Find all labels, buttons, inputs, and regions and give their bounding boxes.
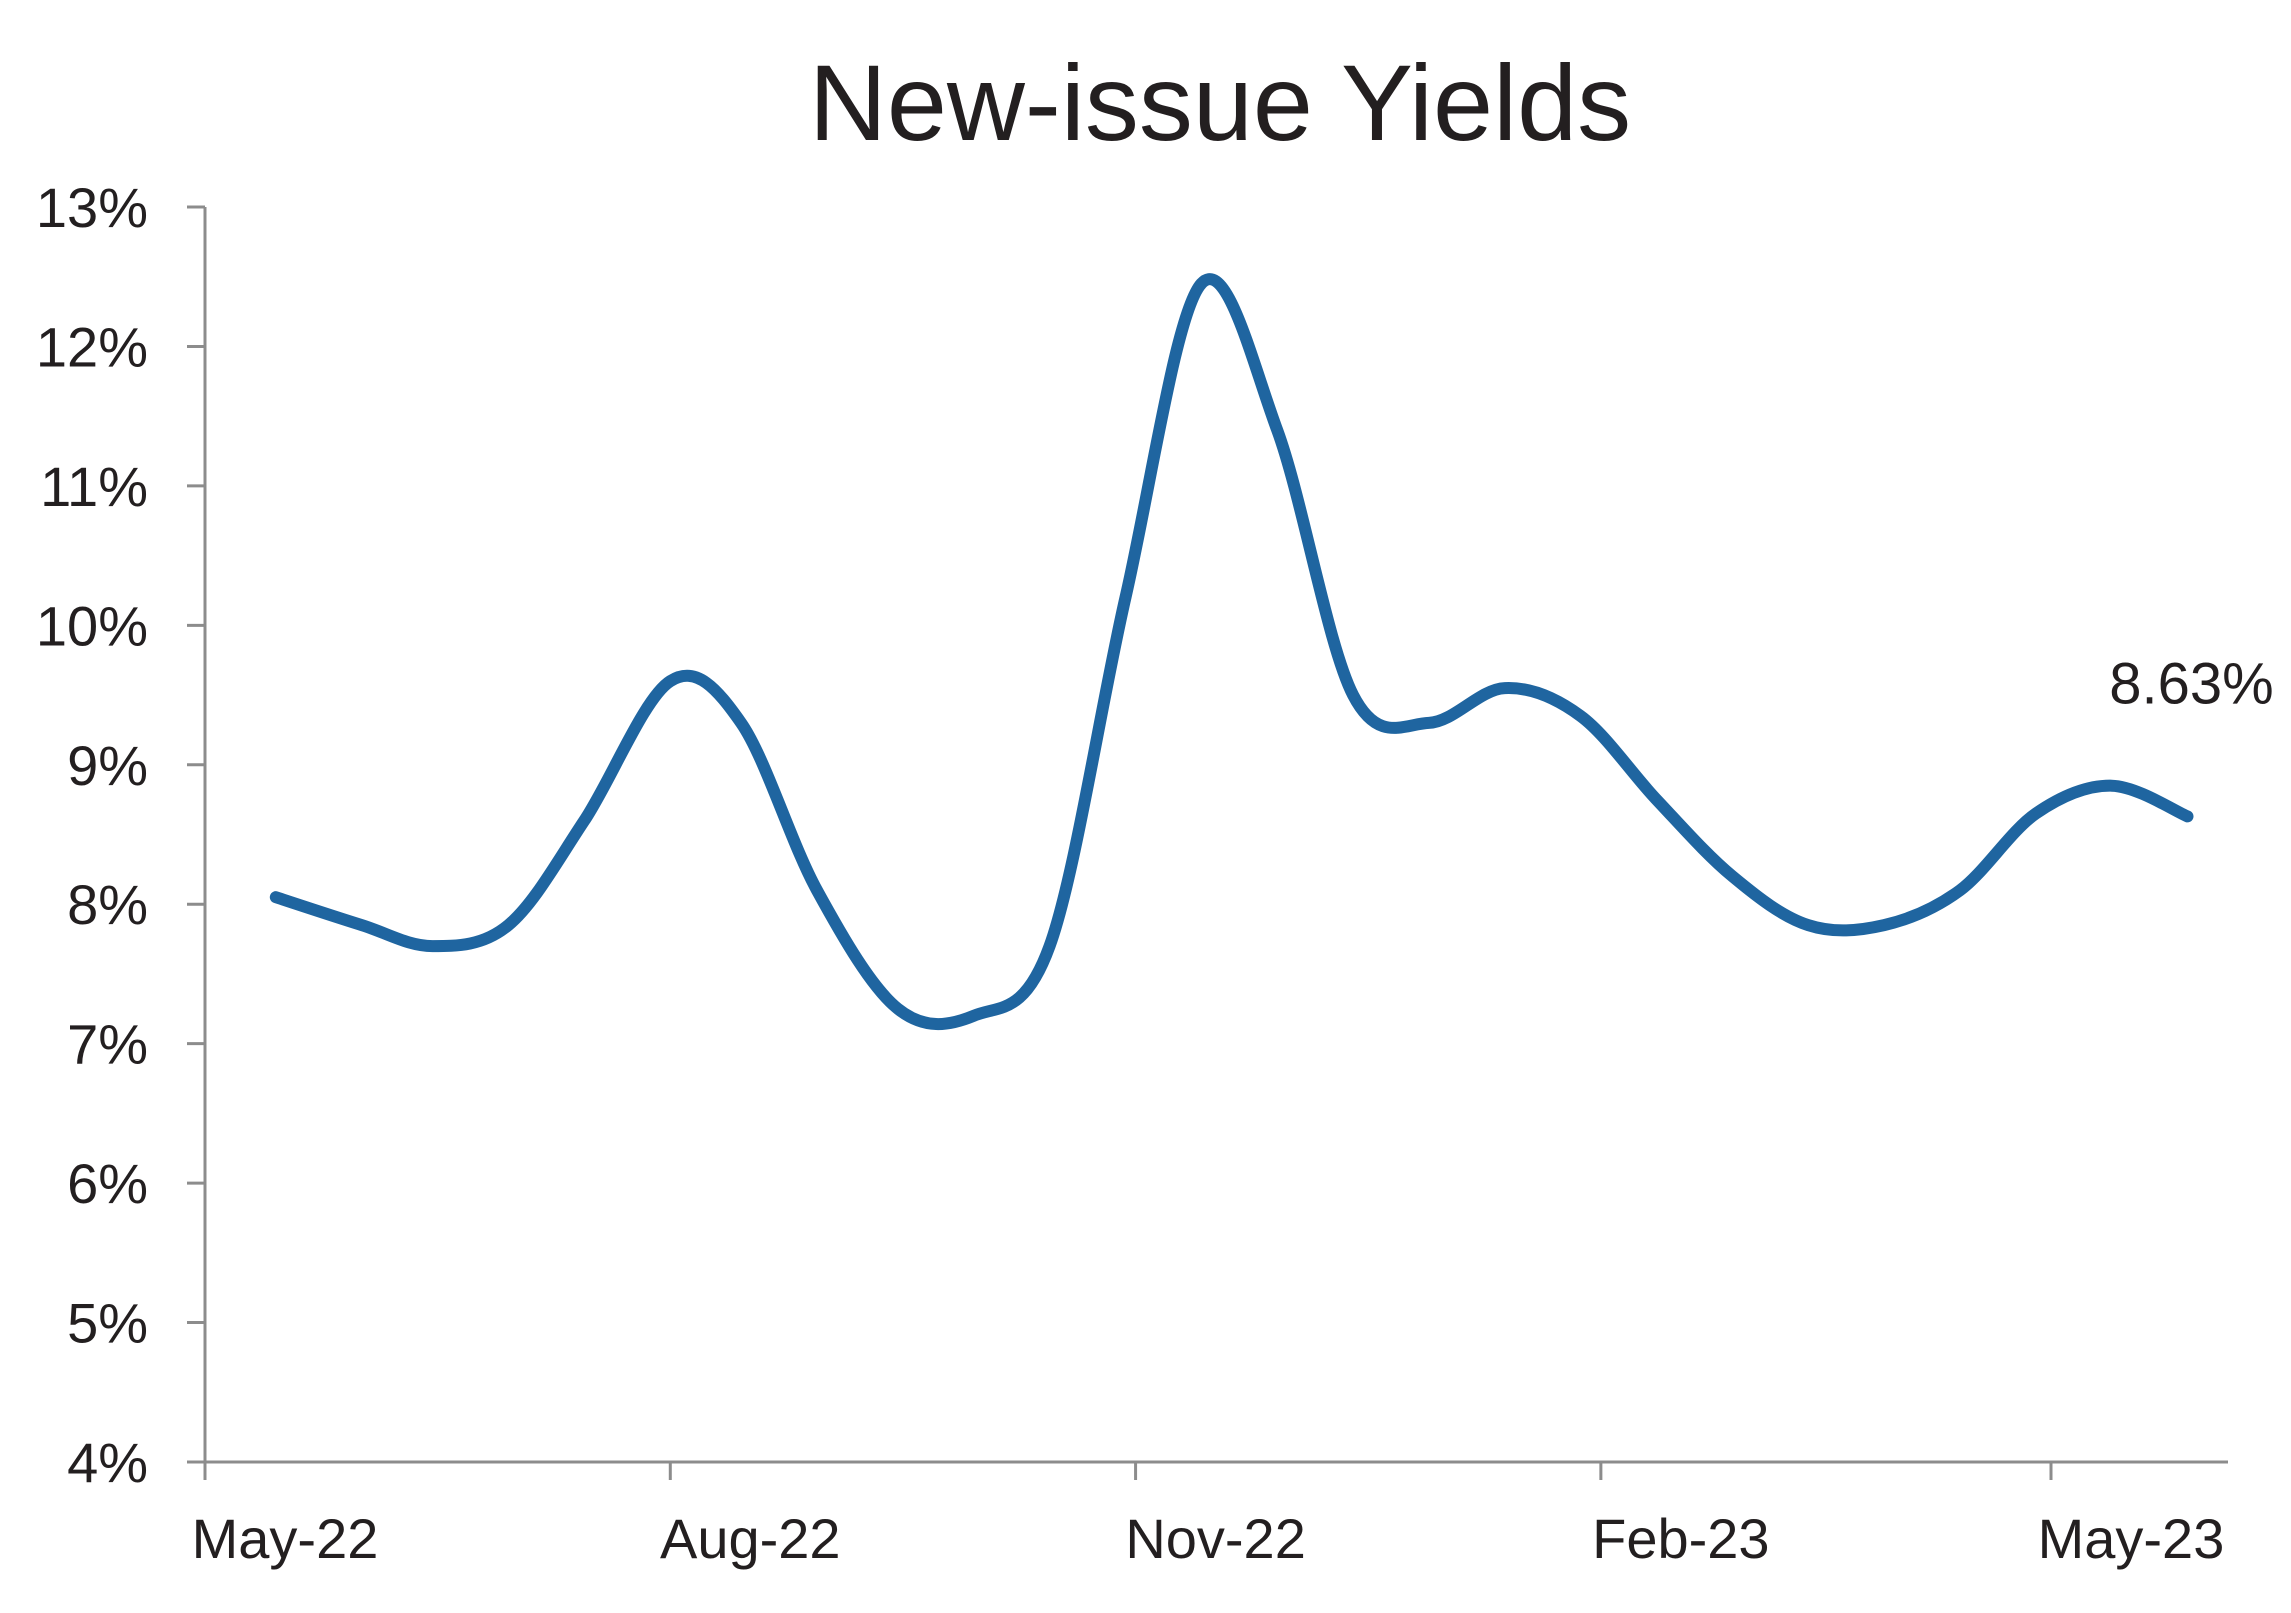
y-tick-label: 8%	[67, 873, 148, 936]
y-tick-label: 10%	[36, 594, 148, 657]
chart-title: New-issue Yields	[809, 42, 1631, 163]
y-tick-label: 7%	[67, 1013, 148, 1076]
axes	[203, 207, 2228, 1464]
x-axis-ticks: May-22 Aug-22 Nov-22 Feb-23 May-23	[192, 1462, 2225, 1570]
series-group	[269, 273, 2194, 1031]
y-tick-label: 13%	[36, 176, 148, 239]
annotations-group: 8.63%	[2109, 651, 2273, 716]
y-tick-label: 9%	[67, 734, 148, 797]
y-tick-label: 12%	[36, 315, 148, 378]
x-tick-label: May-23	[2038, 1507, 2225, 1570]
x-tick-label: Aug-22	[660, 1507, 841, 1570]
y-axis-ticks: 4% 5% 6% 7% 8% 9% 10% 11% 12% 13%	[36, 176, 205, 1494]
y-tick-label: 5%	[67, 1292, 148, 1355]
x-tick-label: Nov-22	[1125, 1507, 1306, 1570]
y-tick-label: 4%	[67, 1431, 148, 1494]
x-tick-label: Feb-23	[1592, 1507, 1769, 1570]
y-tick-label: 6%	[67, 1152, 148, 1215]
data-label: 8.63%	[2109, 651, 2273, 716]
y-tick-label: 11%	[40, 455, 148, 518]
x-tick-label: May-22	[192, 1507, 379, 1570]
series-line	[269, 273, 2194, 1031]
